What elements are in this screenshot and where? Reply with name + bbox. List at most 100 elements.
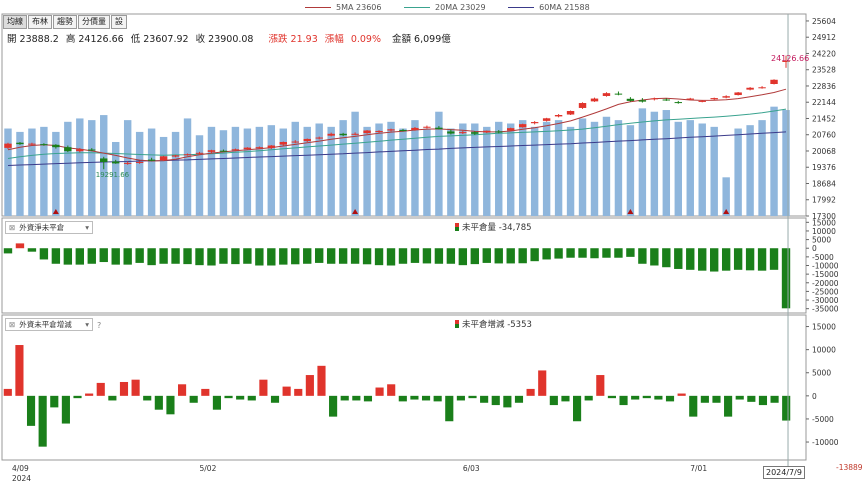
oi-change-bar xyxy=(178,384,187,396)
oi-axis-label: -35000 xyxy=(812,305,839,314)
event-marker-icon xyxy=(723,209,730,214)
tab-volume-profile[interactable]: 分價量 xyxy=(78,15,110,29)
volume-bar xyxy=(495,121,503,216)
pane3-indicator-select[interactable]: ⊠ 外資未平倉增減 ▾ xyxy=(5,318,93,331)
oi-axis-label: -30000 xyxy=(812,296,839,305)
price-axis-label: 17992 xyxy=(812,196,836,205)
x-axis-label: 5/02 xyxy=(200,464,217,473)
candle xyxy=(267,145,276,148)
candle xyxy=(507,128,515,131)
candle xyxy=(495,131,503,133)
oi-change-bar xyxy=(724,395,733,417)
oi-axis-label: 15000 xyxy=(812,218,836,227)
oi-change-bar xyxy=(108,395,117,401)
oi-bar xyxy=(602,248,611,258)
oi-change-bar xyxy=(735,395,744,400)
candle xyxy=(435,127,443,130)
pane2-indicator-select[interactable]: ⊠ 外資淨未平倉 ▾ xyxy=(5,221,93,234)
volume-bar xyxy=(578,118,587,216)
pane-frame-2 xyxy=(1,217,807,314)
oi-change-min-label: -13889 xyxy=(836,463,863,472)
oi-bar xyxy=(338,248,348,264)
low-price-label: 19291.66 xyxy=(96,171,130,179)
oi-change-bar xyxy=(375,387,384,396)
volume-bar xyxy=(40,126,48,216)
oi-change-bar xyxy=(584,395,593,401)
ma-legend: 5MA 23606 20MA 23029 60MA 21588 xyxy=(305,3,610,12)
volume-bar xyxy=(471,123,479,216)
volume-bar xyxy=(123,120,132,216)
volume-bar xyxy=(387,121,395,216)
oi-change-bar xyxy=(642,395,651,399)
candle xyxy=(542,118,551,121)
volume-bar xyxy=(183,118,192,216)
volume-bar xyxy=(52,131,60,216)
volume-bar xyxy=(76,118,84,216)
candle xyxy=(734,92,742,96)
oi-axis-label: -10000 xyxy=(812,262,839,271)
volume-bar xyxy=(375,123,383,216)
oi-change-bar xyxy=(607,395,616,399)
oi-bar xyxy=(590,248,599,259)
event-marker-icon xyxy=(627,209,634,214)
volume-bar xyxy=(411,120,419,216)
oi-bar xyxy=(757,248,767,271)
close-icon[interactable]: ⊠ xyxy=(9,320,16,329)
candle xyxy=(590,98,599,102)
tab-trend[interactable]: 趨勢 xyxy=(53,15,77,29)
candle xyxy=(698,100,706,102)
close-icon[interactable]: ⊠ xyxy=(9,223,16,232)
tab-ma[interactable]: 均線 xyxy=(3,15,27,29)
help-icon[interactable]: ? xyxy=(97,321,102,330)
price-axis-label: 17300 xyxy=(812,212,836,221)
oi-change-bar xyxy=(619,395,628,406)
volume-bar xyxy=(159,136,168,216)
tab-settings[interactable]: 設 xyxy=(111,15,127,29)
x-axis-label: 4/09 xyxy=(12,464,29,473)
oi-change-bar xyxy=(468,395,477,399)
oi-bar xyxy=(674,248,683,269)
volume-bar xyxy=(590,121,599,216)
oi-bar xyxy=(99,248,108,263)
candle xyxy=(674,102,682,104)
candle xyxy=(243,147,252,150)
candle xyxy=(578,103,587,108)
volume-bar xyxy=(614,120,623,216)
oi-change-bar xyxy=(119,381,129,396)
oi-change-bar xyxy=(677,393,686,396)
oi-bar xyxy=(698,248,707,271)
oi-change-bar xyxy=(352,395,361,401)
low-price: 低 23607.92 xyxy=(130,34,189,45)
oi-axis-label: -20000 xyxy=(812,279,839,288)
oi-change-bar xyxy=(538,370,547,396)
oi-change-bar xyxy=(166,395,175,415)
oi-change-bar xyxy=(340,395,349,401)
open-price: 開 23888.2 xyxy=(7,34,59,45)
volume-bar xyxy=(566,126,575,216)
volume-bar xyxy=(28,128,36,216)
candle xyxy=(231,149,240,151)
volume-bar xyxy=(542,121,551,216)
chevron-down-icon: ▾ xyxy=(85,320,89,329)
candle xyxy=(4,143,12,148)
volume-bar xyxy=(447,128,455,216)
oi-bar xyxy=(422,248,432,264)
oi-change-bar xyxy=(654,395,663,400)
oi-bar xyxy=(614,248,623,258)
event-marker-icon xyxy=(352,209,359,214)
oi-bar xyxy=(123,248,132,265)
oi-change-bar xyxy=(514,395,524,403)
legend-ma20: 20MA 23029 xyxy=(404,3,486,12)
volume-bar xyxy=(231,126,240,216)
oi-bar xyxy=(267,248,276,266)
oi-bar xyxy=(195,248,204,266)
oi-change-bar xyxy=(212,395,221,410)
oi-bar xyxy=(350,248,360,264)
candle xyxy=(291,141,299,143)
price-axis-label: 20068 xyxy=(812,147,836,156)
tab-bollinger[interactable]: 布林 xyxy=(28,15,52,29)
event-marker-icon xyxy=(52,209,59,214)
volume-bar xyxy=(638,108,647,216)
oi-bar xyxy=(63,248,73,265)
volume-bar xyxy=(459,123,467,216)
